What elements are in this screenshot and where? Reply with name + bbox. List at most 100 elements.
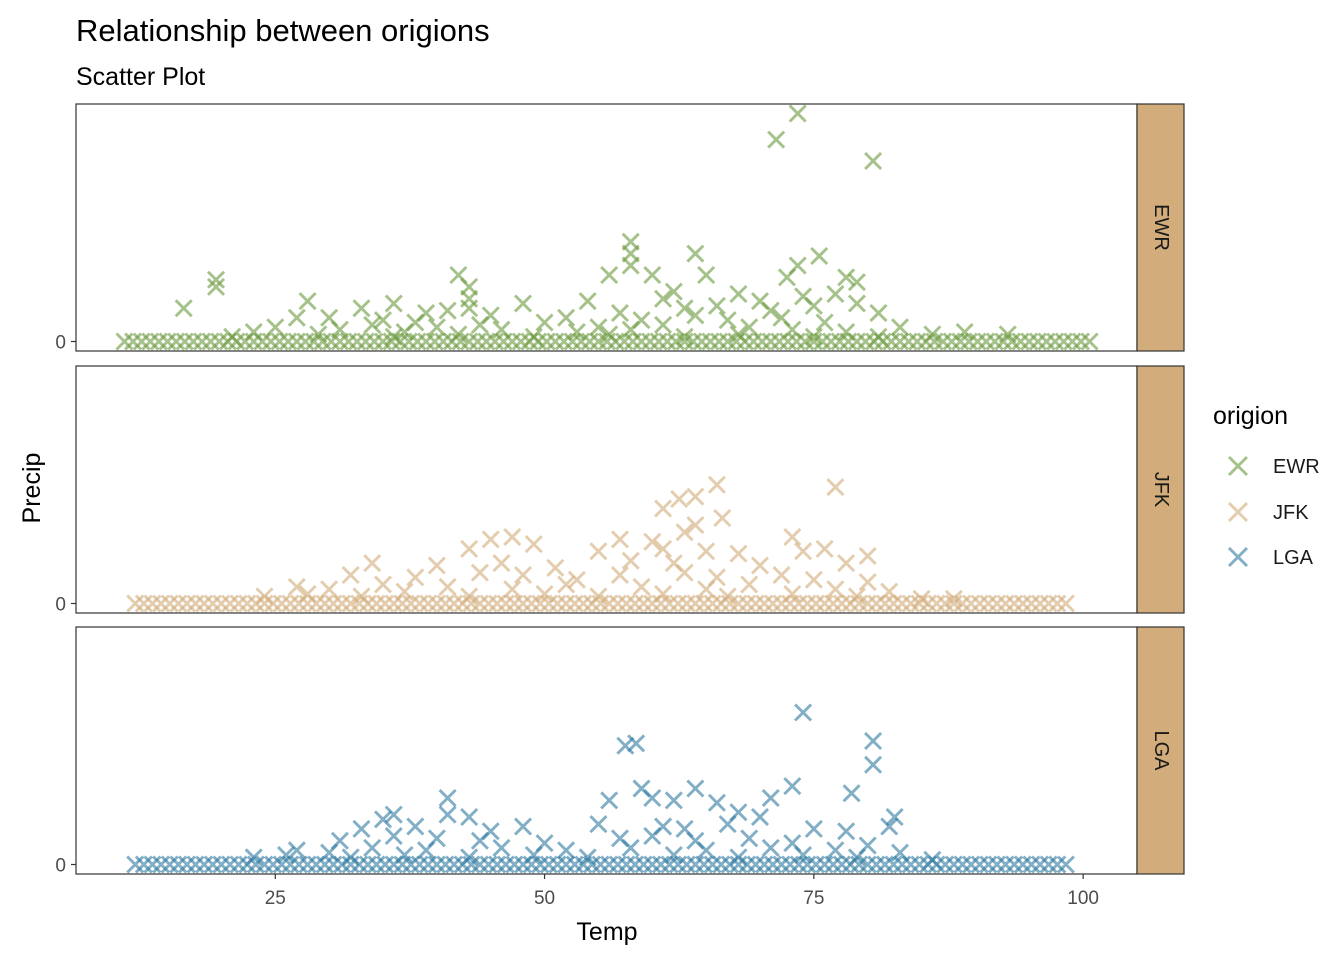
data-point <box>664 282 683 301</box>
facet-strip-label: JFK <box>1150 472 1172 508</box>
data-point <box>718 311 737 330</box>
data-point <box>847 848 866 867</box>
data-point <box>632 577 651 596</box>
data-point <box>438 301 457 320</box>
data-point <box>675 327 694 346</box>
legend-label: LGA <box>1273 547 1314 569</box>
data-point <box>740 318 759 337</box>
data-point <box>427 556 446 575</box>
data-point <box>600 791 619 810</box>
data-point <box>783 777 802 796</box>
data-point <box>513 817 533 836</box>
data-point <box>492 554 511 573</box>
data-point <box>653 584 673 604</box>
data-point <box>610 530 630 549</box>
data-point <box>320 580 339 599</box>
data-point <box>729 848 748 867</box>
data-point <box>244 322 263 342</box>
data-point <box>438 577 457 596</box>
data-point <box>750 556 770 575</box>
y-axis-label: Precip <box>18 453 46 524</box>
y-tick-label: 0 <box>55 333 66 354</box>
data-point <box>707 475 726 494</box>
data-point <box>837 322 856 342</box>
data-point <box>557 308 576 327</box>
data-point <box>513 294 533 313</box>
data-point <box>767 130 786 149</box>
data-points <box>115 104 1099 351</box>
data-point <box>470 831 489 850</box>
data-point <box>847 273 866 292</box>
data-point <box>395 322 414 342</box>
data-point <box>912 589 931 608</box>
data-point <box>627 734 646 753</box>
data-point <box>266 318 285 337</box>
data-point <box>341 848 360 867</box>
data-point <box>864 731 883 751</box>
data-point <box>653 315 673 334</box>
legend-key <box>1227 455 1249 477</box>
data-point <box>713 508 732 528</box>
data-point <box>643 826 662 846</box>
data-point <box>174 299 193 318</box>
data-point <box>298 292 317 311</box>
data-point <box>686 516 705 535</box>
data-point <box>783 584 802 604</box>
data-point <box>395 582 414 601</box>
data-point <box>788 104 807 123</box>
data-point <box>460 807 479 827</box>
data-point <box>718 587 737 606</box>
data-point <box>567 570 586 589</box>
data-point <box>589 542 608 561</box>
data-point <box>707 793 726 812</box>
data-point <box>206 270 226 289</box>
data-point <box>610 565 630 585</box>
data-point <box>621 838 640 857</box>
data-point <box>287 841 306 860</box>
data-point <box>621 551 640 570</box>
data-point <box>783 320 802 339</box>
data-point <box>740 575 759 594</box>
data-point <box>837 554 856 573</box>
data-point <box>1080 332 1099 351</box>
data-point <box>384 805 403 824</box>
data-point <box>384 826 403 846</box>
data-point <box>621 256 640 275</box>
data-point <box>794 845 813 865</box>
data-point <box>589 318 608 337</box>
facet-panels: 0 EWR 0 JFK 0 LGA <box>55 103 1185 877</box>
data-point <box>869 303 888 323</box>
data-point <box>686 306 705 325</box>
data-point <box>675 299 694 318</box>
data-point <box>610 303 630 323</box>
data-point <box>955 322 974 342</box>
data-point <box>384 294 403 313</box>
data-point <box>750 807 770 827</box>
data-point <box>890 318 910 337</box>
data-point <box>944 589 963 608</box>
data-point <box>864 755 883 774</box>
x-tick-label: 75 <box>803 888 824 909</box>
data-point <box>777 268 796 287</box>
facet-ewr: 0 EWR <box>55 103 1185 354</box>
data-point <box>438 805 457 824</box>
data-point <box>858 573 877 592</box>
data-point <box>772 565 791 585</box>
data-point <box>847 587 866 606</box>
panel-background <box>76 366 1137 613</box>
data-point <box>470 563 489 582</box>
legend-key <box>1227 501 1249 523</box>
data-point <box>503 580 522 599</box>
legend-item-ewr: EWR <box>1227 455 1320 478</box>
data-point <box>697 265 716 285</box>
data-point <box>761 788 780 808</box>
data-point <box>255 587 274 606</box>
data-point <box>352 819 371 838</box>
data-point <box>923 325 942 344</box>
data-point <box>363 315 382 334</box>
facet-strip <box>1136 365 1185 614</box>
facet-strip <box>1136 103 1185 352</box>
data-point <box>826 841 845 860</box>
data-point <box>837 268 856 287</box>
data-point <box>287 308 306 327</box>
